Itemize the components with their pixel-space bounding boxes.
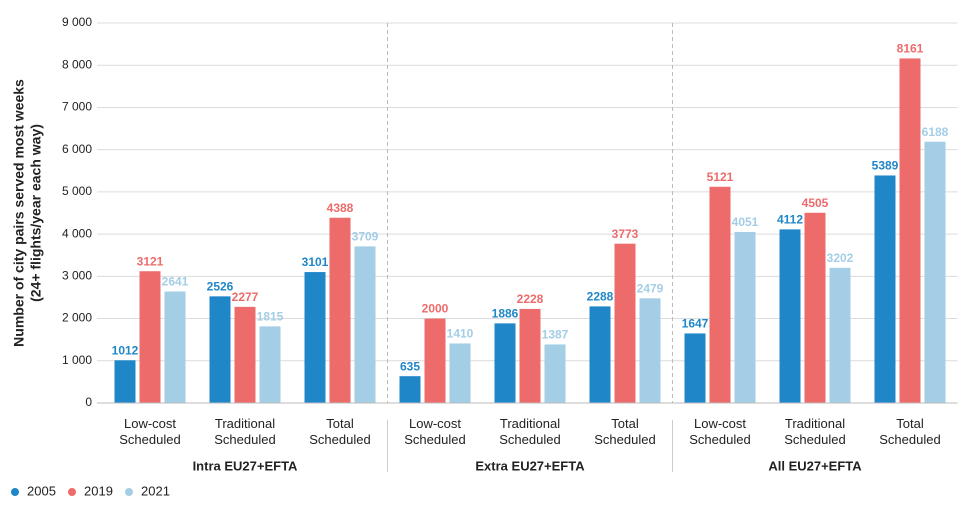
bar [209,296,231,403]
bar [354,246,376,403]
x-tick-label: Low-cost Scheduled [689,416,751,447]
value-label: 1012 [112,343,139,357]
bar [779,229,801,403]
x-tick-label: Total Scheduled [879,416,941,447]
value-label: 2641 [162,275,189,289]
group-label: Intra EU27+EFTA [193,458,298,473]
y-tick-label: 1 000 [62,353,92,367]
bar [329,217,351,403]
bar [804,212,826,403]
y-tick-label: 8 000 [62,57,92,71]
bar [234,306,256,403]
value-label: 3202 [827,251,854,265]
value-label: 3773 [612,227,639,241]
y-tick-label: 5 000 [62,184,92,198]
legend-label: 2019 [84,483,113,498]
value-label: 1410 [447,327,474,341]
value-label: 4388 [327,201,354,215]
bar [449,343,471,403]
x-tick-label: Traditional Scheduled [499,416,561,447]
value-label: 5389 [872,159,899,173]
value-label: 1647 [682,317,709,331]
value-label: 4112 [777,213,803,227]
bar [259,326,281,403]
bar [874,175,896,403]
legend-label: 2005 [27,483,56,498]
bar [304,272,326,403]
bar [639,298,661,403]
group-label: All EU27+EFTA [768,458,862,473]
value-label: 635 [400,359,420,373]
value-label: 8161 [897,42,924,56]
bar [734,231,756,403]
bar [424,318,446,403]
x-tick-label: Low-cost Scheduled [404,416,466,447]
group-label: Extra EU27+EFTA [475,458,585,473]
value-label: 4505 [802,196,829,210]
value-label: 2288 [587,290,614,304]
bar [899,58,921,404]
x-tick-label: Low-cost Scheduled [119,416,181,447]
y-axis-label: Number of city pairs served most weeks [11,79,27,347]
value-label: 2526 [207,280,234,294]
value-label: 1886 [492,307,519,321]
y-tick-label: 9 000 [62,15,92,29]
bar [494,323,516,403]
value-label: 2479 [637,282,664,296]
x-tick-label: Total Scheduled [594,416,656,447]
bar [684,333,706,403]
y-tick-label: 4 000 [62,226,92,240]
bar [614,243,636,403]
value-label: 6188 [922,125,949,139]
legend-marker [125,488,133,496]
value-label: 1387 [542,328,569,342]
bar [164,291,186,403]
value-label: 2277 [232,290,259,304]
value-label: 5121 [707,170,734,184]
legend-label: 2021 [141,483,170,498]
x-tick-label: Traditional Scheduled [784,416,846,447]
bar [589,306,611,403]
bar [709,186,731,403]
value-label: 1815 [257,310,284,324]
y-tick-label: 3 000 [62,269,92,283]
y-tick-label: 2 000 [62,311,92,325]
bar [544,344,566,403]
bar [829,267,851,403]
bar [399,376,421,403]
value-label: 3101 [302,255,329,269]
x-tick-label: Traditional Scheduled [214,416,276,447]
bar [519,308,541,403]
y-tick-label: 0 [85,395,92,409]
value-label: 3121 [137,254,164,268]
value-label: 2000 [422,302,449,316]
value-label: 3709 [352,230,379,244]
bar [139,271,161,403]
y-axis-label: (24+ flights/year each way) [28,124,44,302]
y-tick-label: 7 000 [62,100,92,114]
legend-marker [68,488,76,496]
bar [114,360,136,403]
x-tick-label: Total Scheduled [309,416,371,447]
legend-marker [11,488,19,496]
value-label: 2228 [517,292,544,306]
y-tick-label: 6 000 [62,142,92,156]
bar [924,141,946,403]
value-label: 4051 [732,215,759,229]
